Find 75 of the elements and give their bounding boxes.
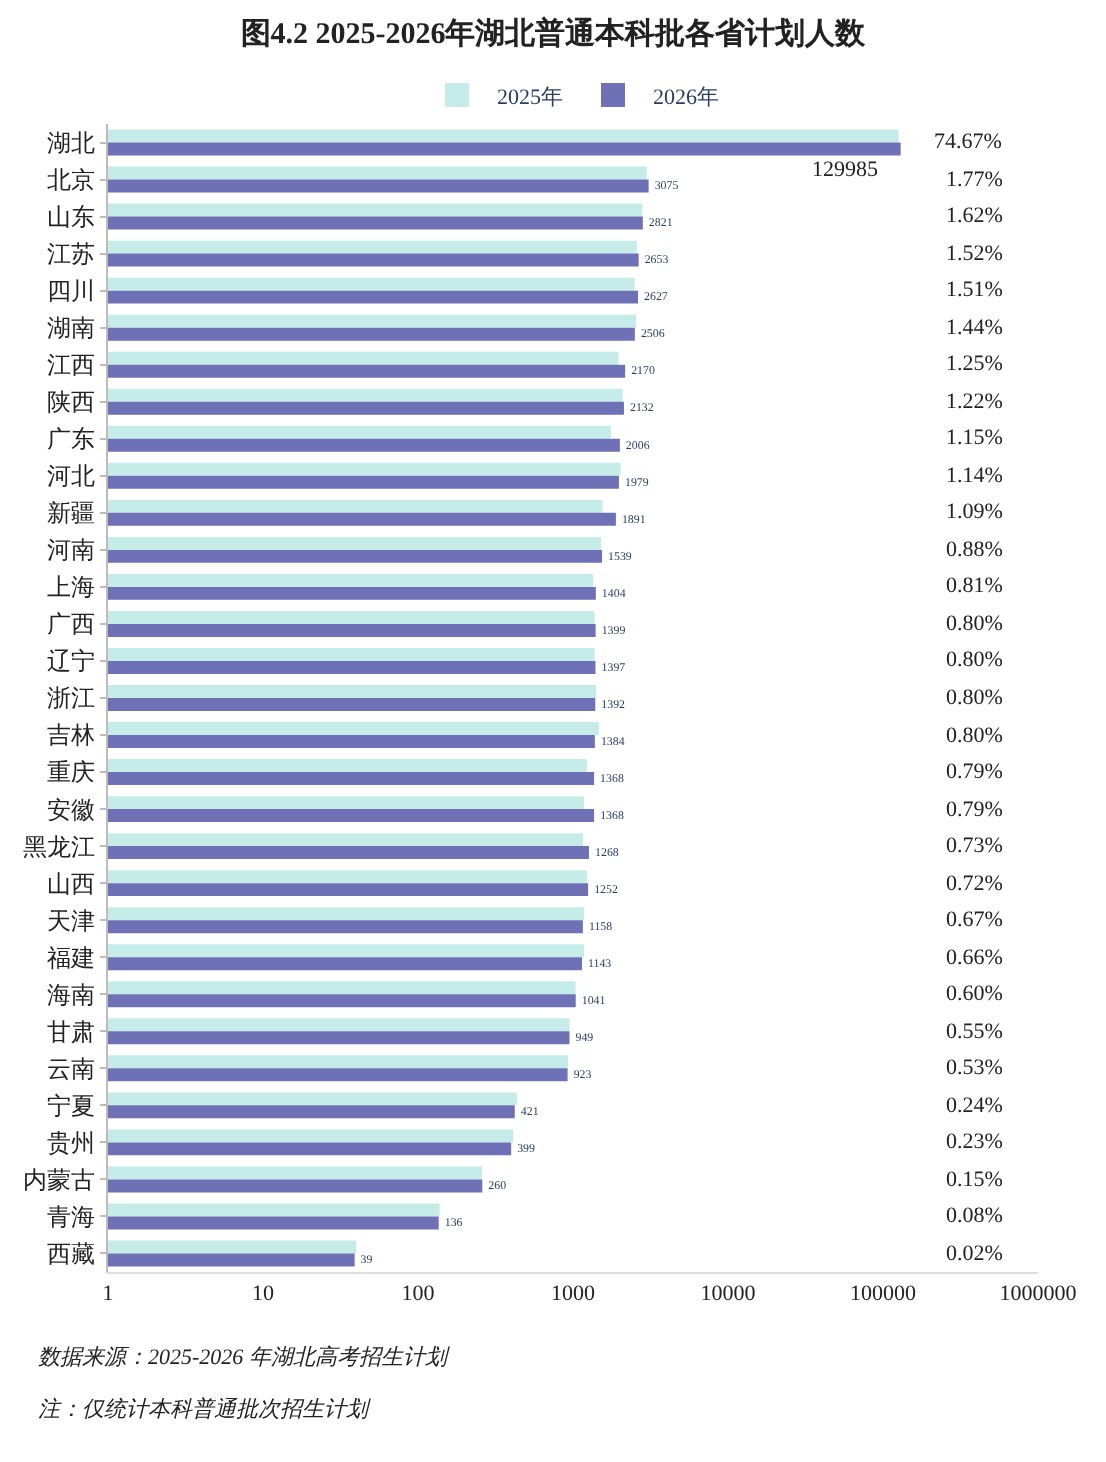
y-tick-label: 上海 bbox=[47, 573, 96, 602]
legend-label: 2026年 bbox=[653, 85, 719, 110]
y-tick-label: 湖北 bbox=[47, 128, 96, 157]
y-tick-label: 贵州 bbox=[47, 1128, 96, 1157]
y-tick-label: 甘肃 bbox=[47, 1017, 96, 1046]
annotation: 74.67% bbox=[934, 130, 1002, 154]
x-tick-label: 100 bbox=[401, 1282, 436, 1307]
y-tick-label: 湖南 bbox=[47, 314, 96, 343]
annotation: 0.81% bbox=[946, 574, 1003, 598]
y-tick-label: 广西 bbox=[47, 610, 96, 639]
annotation: 0.80% bbox=[946, 648, 1003, 672]
annotation: 0.79% bbox=[946, 760, 1003, 784]
annotation: 1.09% bbox=[946, 500, 1003, 524]
y-tick-label: 天津 bbox=[47, 906, 96, 935]
y-tick-label: 河北 bbox=[47, 462, 96, 491]
annotation: 1.62% bbox=[946, 204, 1003, 228]
y-tick-label: 辽宁 bbox=[47, 647, 96, 676]
y-tick-label: 新疆 bbox=[47, 499, 96, 528]
x-tick-label: 10 bbox=[252, 1282, 275, 1307]
annotation: 1.51% bbox=[946, 278, 1003, 302]
annotation: 0.23% bbox=[946, 1130, 1003, 1154]
y-tick-label: 黑龙江 bbox=[23, 832, 96, 861]
y-tick-label: 宁夏 bbox=[47, 1091, 96, 1120]
annotation: 1.15% bbox=[946, 426, 1003, 450]
annotation: 0.08% bbox=[946, 1204, 1003, 1228]
annotation: 0.88% bbox=[946, 538, 1003, 562]
annotation: 0.67% bbox=[946, 908, 1003, 932]
y-tick-label: 西藏 bbox=[47, 1239, 96, 1268]
y-tick-label: 安徽 bbox=[47, 795, 96, 824]
annotation: 0.80% bbox=[946, 724, 1003, 748]
annotation: 0.02% bbox=[946, 1242, 1003, 1266]
x-tick-label: 1000000 bbox=[999, 1282, 1078, 1307]
y-tick-label: 青海 bbox=[47, 1202, 96, 1231]
annotation: 1.77% bbox=[946, 168, 1003, 192]
y-tick-label: 山西 bbox=[47, 869, 96, 898]
annotation: 0.80% bbox=[946, 612, 1003, 636]
x-tick-label: 10000 bbox=[700, 1282, 757, 1307]
chart-title: 图4.2 2025-2026年湖北普通本科批各省计划人数 bbox=[240, 14, 868, 51]
annotation: 0.55% bbox=[946, 1020, 1003, 1044]
y-tick-label: 福建 bbox=[47, 943, 96, 972]
annotation: 0.60% bbox=[946, 982, 1003, 1006]
annotation: 0.72% bbox=[946, 872, 1003, 896]
text: 注：仅统计本科普通批次招生计划 bbox=[38, 1396, 372, 1422]
annotation: 0.53% bbox=[946, 1056, 1003, 1080]
annotation: 0.79% bbox=[946, 798, 1003, 822]
y-tick-label: 重庆 bbox=[47, 758, 96, 787]
y-tick-label: 江苏 bbox=[47, 240, 96, 269]
y-tick-label: 吉林 bbox=[47, 721, 96, 750]
y-tick-label: 海南 bbox=[47, 980, 96, 1009]
source-note: 数据来源：2025-2026 年湖北高考招生计划 bbox=[38, 1344, 451, 1370]
annotation: 0.73% bbox=[946, 834, 1003, 858]
annotation: 0.66% bbox=[946, 946, 1003, 970]
annotation: 1.52% bbox=[946, 242, 1003, 266]
annotation: 1.22% bbox=[946, 390, 1003, 414]
annotation: 1.44% bbox=[946, 316, 1003, 340]
y-tick-label: 内蒙古 bbox=[23, 1165, 96, 1194]
x-tick-label: 100000 bbox=[850, 1282, 917, 1307]
y-tick-label: 北京 bbox=[47, 165, 96, 194]
y-tick-label: 江西 bbox=[47, 351, 96, 380]
y-tick-label: 浙江 bbox=[47, 684, 96, 713]
y-tick-label: 河南 bbox=[47, 536, 96, 565]
data-label: 129985 bbox=[812, 158, 879, 182]
annotation: 1.14% bbox=[946, 464, 1003, 488]
legend-label: 2025年 bbox=[497, 85, 563, 110]
annotation: 1.25% bbox=[946, 352, 1003, 376]
x-tick-label: 1000 bbox=[551, 1282, 596, 1307]
x-tick-label: 1 bbox=[102, 1282, 114, 1307]
y-tick-label: 陕西 bbox=[47, 388, 96, 417]
y-tick-label: 广东 bbox=[47, 425, 96, 454]
annotation: 0.80% bbox=[946, 686, 1003, 710]
y-tick-label: 四川 bbox=[47, 277, 96, 306]
y-tick-label: 山东 bbox=[47, 202, 96, 231]
annotation: 0.15% bbox=[946, 1168, 1003, 1192]
annotation: 0.24% bbox=[946, 1094, 1003, 1118]
y-tick-label: 云南 bbox=[47, 1054, 96, 1083]
